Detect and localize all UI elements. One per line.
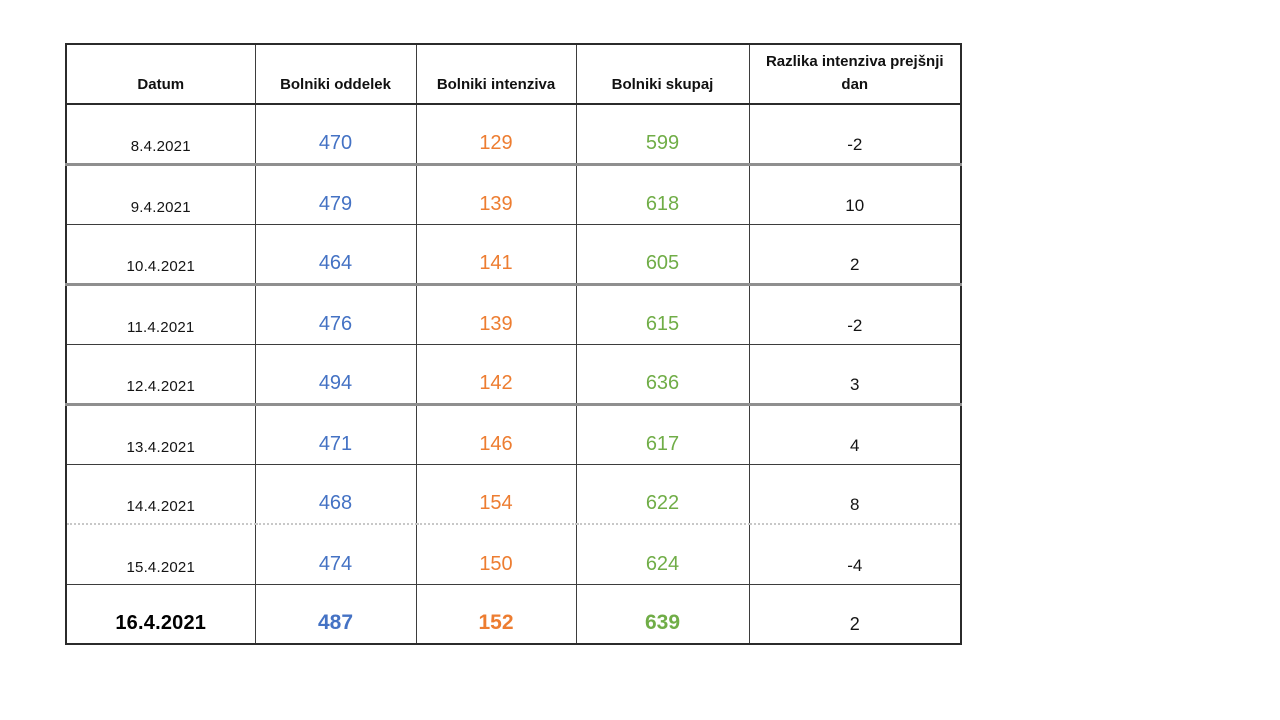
cell-date: 10.4.2021 [65, 223, 256, 286]
cell-razlika: -2 [748, 103, 962, 166]
patients-table: Datum Bolniki oddelek Bolniki intenziva … [65, 43, 962, 645]
cell-razlika: 3 [748, 343, 962, 406]
cell-razlika: 2 [748, 223, 962, 286]
cell-skupaj: 636 [575, 343, 750, 406]
table-row: 13.4.2021 471 146 617 4 [65, 403, 962, 465]
cell-intenziva: 150 [415, 523, 577, 585]
table-row: 10.4.2021 464 141 605 2 [65, 223, 962, 286]
cell-skupaj: 615 [575, 283, 750, 345]
cell-oddelek: 479 [254, 163, 417, 225]
cell-date: 15.4.2021 [65, 523, 256, 585]
cell-skupaj: 639 [575, 583, 750, 645]
cell-skupaj: 599 [575, 103, 750, 166]
cell-razlika: 2 [748, 583, 962, 645]
cell-skupaj: 624 [575, 523, 750, 585]
cell-skupaj: 618 [575, 163, 750, 225]
cell-date: 12.4.2021 [65, 343, 256, 406]
table-row: 15.4.2021 474 150 624 -4 [65, 523, 962, 585]
table-row: 11.4.2021 476 139 615 -2 [65, 283, 962, 345]
cell-skupaj: 617 [575, 403, 750, 465]
cell-date: 11.4.2021 [65, 283, 256, 345]
cell-oddelek: 487 [254, 583, 417, 645]
cell-date: 16.4.2021 [65, 583, 256, 645]
cell-oddelek: 471 [254, 403, 417, 465]
cell-intenziva: 142 [415, 343, 577, 406]
cell-oddelek: 494 [254, 343, 417, 406]
cell-oddelek: 476 [254, 283, 417, 345]
col-header-datum: Datum [65, 43, 256, 105]
cell-intenziva: 141 [415, 223, 577, 286]
cell-razlika: 8 [748, 463, 962, 525]
cell-intenziva: 154 [415, 463, 577, 525]
cell-skupaj: 605 [575, 223, 750, 286]
cell-skupaj: 622 [575, 463, 750, 525]
cell-date: 8.4.2021 [65, 103, 256, 166]
cell-intenziva: 139 [415, 163, 577, 225]
cell-oddelek: 470 [254, 103, 417, 166]
cell-razlika: 4 [748, 403, 962, 465]
cell-intenziva: 129 [415, 103, 577, 166]
col-header-skupaj: Bolniki skupaj [575, 43, 750, 105]
cell-razlika: -4 [748, 523, 962, 585]
table-row: 9.4.2021 479 139 618 10 [65, 163, 962, 225]
cell-oddelek: 474 [254, 523, 417, 585]
cell-oddelek: 464 [254, 223, 417, 286]
cell-date: 9.4.2021 [65, 163, 256, 225]
table-row: 8.4.2021 470 129 599 -2 [65, 103, 962, 166]
table-row-total: 16.4.2021 487 152 639 2 [65, 583, 962, 645]
header-row: Datum Bolniki oddelek Bolniki intenziva … [65, 43, 962, 105]
cell-razlika: -2 [748, 283, 962, 345]
col-header-intenziva: Bolniki intenziva [415, 43, 577, 105]
col-header-oddelek: Bolniki oddelek [254, 43, 417, 105]
table-row: 14.4.2021 468 154 622 8 [65, 463, 962, 525]
cell-oddelek: 468 [254, 463, 417, 525]
cell-date: 14.4.2021 [65, 463, 256, 525]
cell-intenziva: 146 [415, 403, 577, 465]
table-row: 12.4.2021 494 142 636 3 [65, 343, 962, 406]
col-header-razlika: Razlika intenziva prejšnji dan [748, 43, 962, 105]
cell-razlika: 10 [748, 163, 962, 225]
cell-date: 13.4.2021 [65, 403, 256, 465]
cell-intenziva: 152 [415, 583, 577, 645]
cell-intenziva: 139 [415, 283, 577, 345]
